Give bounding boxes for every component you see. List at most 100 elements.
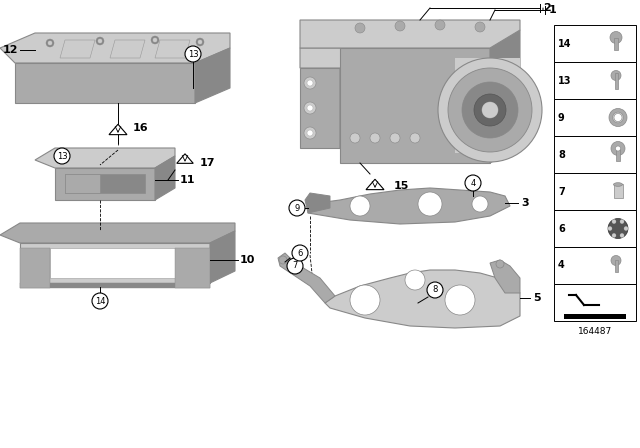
- Text: 15: 15: [394, 181, 410, 191]
- Polygon shape: [0, 223, 235, 243]
- Circle shape: [96, 37, 104, 45]
- Bar: [554, 136, 636, 173]
- Circle shape: [612, 112, 623, 123]
- Polygon shape: [65, 174, 145, 193]
- Text: 13: 13: [558, 76, 572, 86]
- Circle shape: [620, 220, 624, 224]
- Circle shape: [350, 196, 370, 216]
- Circle shape: [405, 270, 425, 290]
- Text: 8: 8: [558, 150, 565, 159]
- Polygon shape: [300, 68, 340, 148]
- Text: 12: 12: [3, 45, 19, 55]
- Text: 9: 9: [294, 203, 300, 212]
- Text: 7: 7: [292, 262, 298, 271]
- Polygon shape: [20, 243, 210, 283]
- Circle shape: [350, 285, 380, 315]
- Polygon shape: [366, 179, 384, 190]
- Circle shape: [307, 105, 313, 111]
- Circle shape: [304, 102, 316, 114]
- Polygon shape: [177, 154, 193, 164]
- Text: 7: 7: [558, 186, 564, 197]
- Bar: [615, 259, 618, 271]
- Circle shape: [616, 146, 621, 151]
- Bar: [554, 284, 636, 321]
- Circle shape: [287, 258, 303, 274]
- Circle shape: [151, 36, 159, 44]
- Polygon shape: [340, 48, 490, 163]
- Polygon shape: [340, 56, 360, 148]
- Polygon shape: [50, 248, 175, 278]
- Circle shape: [448, 68, 532, 152]
- Polygon shape: [35, 148, 175, 168]
- Circle shape: [304, 127, 316, 139]
- Circle shape: [418, 192, 442, 216]
- Circle shape: [611, 70, 621, 81]
- Bar: [615, 73, 618, 89]
- Polygon shape: [325, 270, 520, 328]
- Text: 10: 10: [240, 255, 255, 265]
- Polygon shape: [300, 48, 360, 68]
- Polygon shape: [0, 33, 230, 63]
- Circle shape: [609, 108, 627, 126]
- Circle shape: [474, 94, 506, 126]
- Bar: [564, 314, 626, 319]
- Circle shape: [611, 142, 625, 155]
- Circle shape: [355, 23, 365, 33]
- Circle shape: [612, 233, 616, 237]
- Text: 4: 4: [470, 178, 476, 188]
- Circle shape: [445, 285, 475, 315]
- Circle shape: [390, 133, 400, 143]
- Text: 9: 9: [558, 112, 564, 122]
- Polygon shape: [175, 248, 210, 288]
- Text: 4: 4: [558, 260, 564, 271]
- Text: 6: 6: [298, 249, 303, 258]
- Circle shape: [54, 148, 70, 164]
- Text: 14: 14: [95, 297, 105, 306]
- Polygon shape: [15, 63, 195, 103]
- Circle shape: [427, 282, 443, 298]
- Text: 13: 13: [57, 151, 67, 160]
- Circle shape: [472, 196, 488, 212]
- Polygon shape: [490, 30, 520, 163]
- Polygon shape: [155, 156, 175, 200]
- Polygon shape: [20, 248, 50, 288]
- Text: 8: 8: [432, 285, 438, 294]
- Circle shape: [438, 58, 542, 162]
- Bar: [614, 185, 623, 198]
- Text: 14: 14: [558, 39, 572, 48]
- Polygon shape: [300, 20, 520, 48]
- Circle shape: [198, 40, 202, 44]
- Circle shape: [611, 255, 621, 266]
- Circle shape: [608, 219, 628, 238]
- Text: 1: 1: [549, 5, 557, 15]
- Circle shape: [196, 38, 204, 46]
- Circle shape: [307, 130, 313, 136]
- Circle shape: [475, 22, 485, 32]
- Circle shape: [608, 227, 612, 231]
- Ellipse shape: [614, 183, 623, 186]
- Circle shape: [153, 38, 157, 42]
- Circle shape: [395, 21, 405, 31]
- Circle shape: [370, 133, 380, 143]
- Polygon shape: [490, 260, 520, 293]
- Circle shape: [624, 227, 628, 231]
- Circle shape: [46, 39, 54, 47]
- Circle shape: [496, 260, 504, 268]
- Circle shape: [48, 41, 52, 45]
- Circle shape: [304, 77, 316, 89]
- Bar: [554, 62, 636, 99]
- Polygon shape: [455, 58, 520, 153]
- Bar: [554, 173, 636, 210]
- Text: 13: 13: [188, 49, 198, 59]
- Circle shape: [292, 245, 308, 261]
- Circle shape: [279, 256, 287, 264]
- Polygon shape: [278, 253, 335, 303]
- Text: 11: 11: [180, 175, 195, 185]
- Circle shape: [620, 233, 624, 237]
- Polygon shape: [55, 168, 155, 200]
- Bar: [554, 25, 636, 62]
- Text: 5: 5: [533, 293, 541, 303]
- Polygon shape: [308, 188, 510, 224]
- Bar: [616, 148, 620, 160]
- Text: 17: 17: [200, 158, 216, 168]
